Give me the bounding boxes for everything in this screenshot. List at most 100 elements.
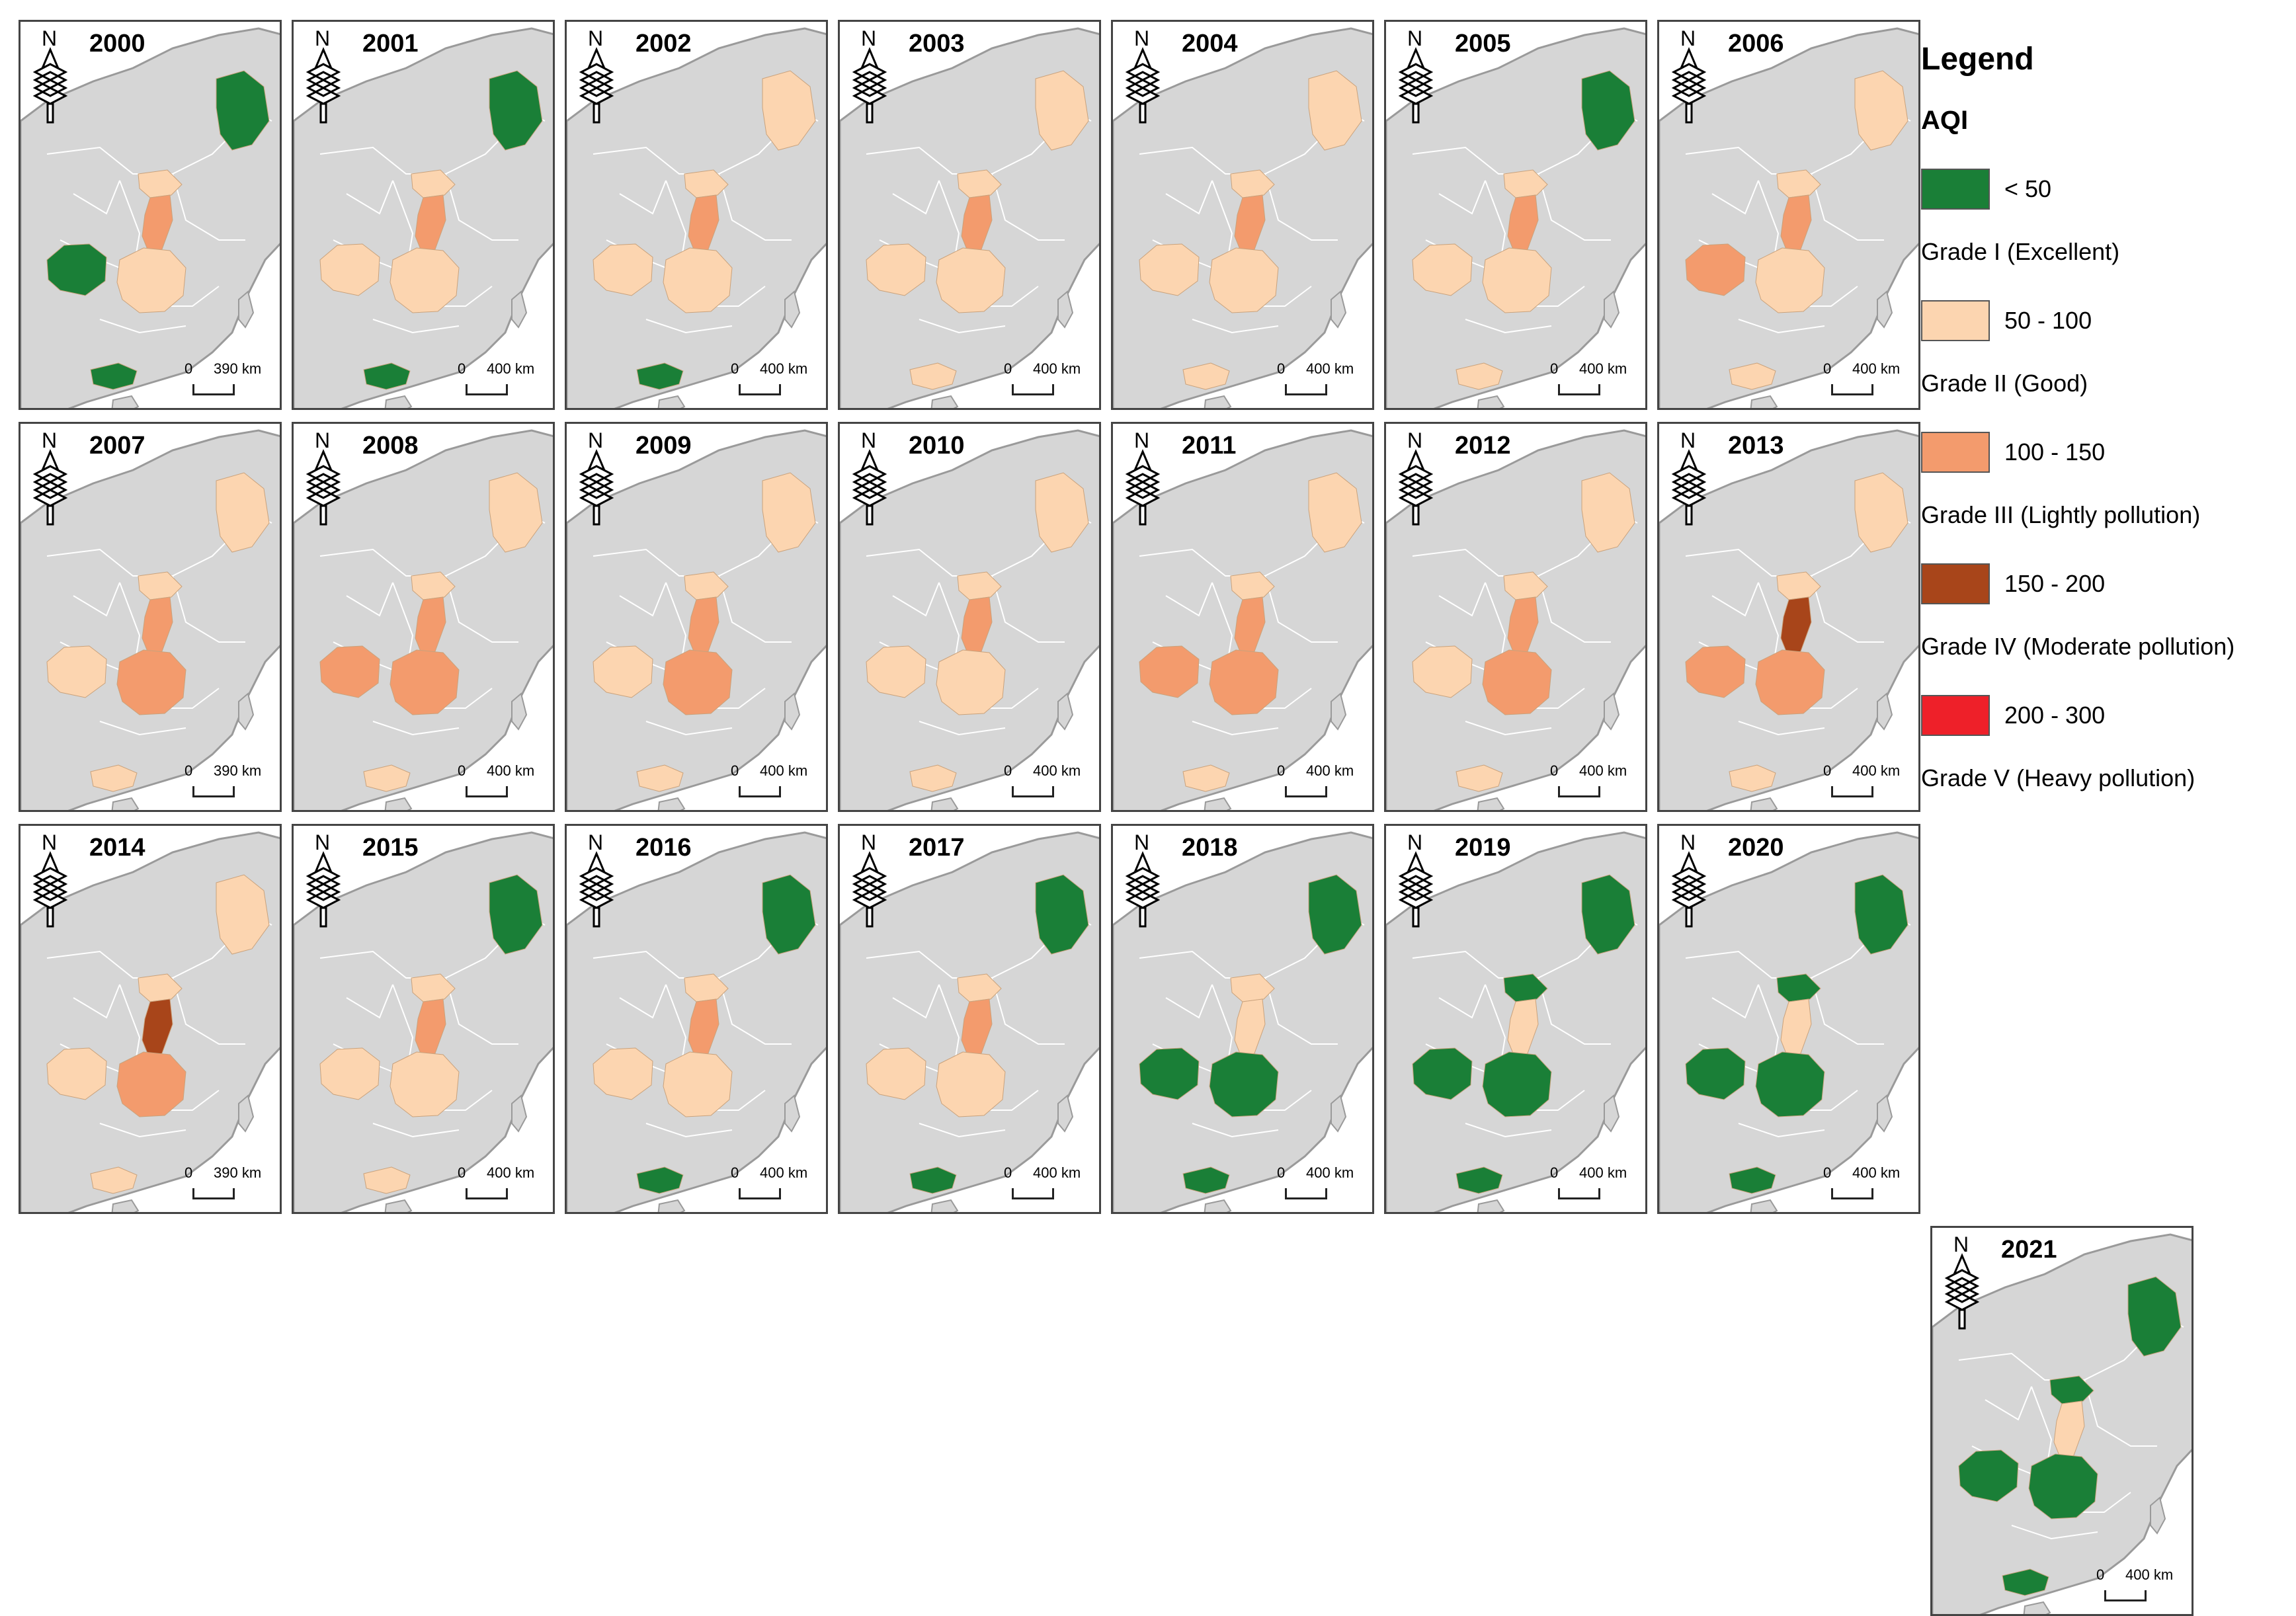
urban-cluster-region: [909, 362, 957, 390]
urban-cluster-region: [593, 1047, 653, 1100]
island: [2150, 1496, 2166, 1535]
urban-cluster-region: [90, 764, 138, 792]
province-border: [346, 984, 393, 1019]
north-label: N: [588, 26, 603, 50]
scale-bar-line: [1558, 1188, 1600, 1199]
north-label: N: [315, 26, 330, 50]
urban-cluster-region: [684, 973, 729, 1002]
north-label: N: [1134, 26, 1149, 50]
urban-cluster-region: [866, 645, 926, 698]
scale-distance: 400 km: [1579, 762, 1627, 779]
north-label: N: [861, 428, 876, 452]
urban-cluster-region: [1729, 764, 1776, 792]
urban-cluster-region: [390, 649, 460, 715]
urban-cluster-region: [762, 472, 816, 553]
province-border: [1538, 173, 1611, 241]
north-arrow-icon: N: [28, 830, 72, 929]
year-label: 2011: [1182, 432, 1237, 460]
north-arrow-icon: N: [1394, 830, 1438, 929]
north-label: N: [1407, 428, 1422, 452]
province-border: [172, 173, 245, 241]
urban-cluster-region: [593, 243, 653, 296]
scale-bar-line: [1285, 384, 1327, 395]
scale-bar-line: [739, 786, 781, 797]
province-border: [1438, 984, 1486, 1019]
province-border: [1165, 984, 1213, 1019]
urban-cluster-region: [116, 247, 186, 313]
urban-cluster-region: [1035, 874, 1089, 955]
scale-bar: 0 400 km: [2096, 1565, 2192, 1605]
scale-bar-line: [1012, 384, 1054, 395]
island: [111, 395, 140, 408]
scale-bar-line: [1831, 384, 1873, 395]
urban-cluster-region: [1308, 472, 1362, 553]
scale-bar-line: [466, 1188, 508, 1199]
urban-cluster-region: [390, 1051, 460, 1117]
island: [1477, 395, 1505, 408]
scale-distance: 400 km: [760, 1164, 808, 1181]
north-arrow-icon: N: [302, 428, 345, 527]
urban-cluster-region: [866, 1047, 926, 1100]
scale-bar: 0 400 km: [1004, 359, 1099, 399]
scale-zero: 0: [184, 360, 193, 377]
map-panel: N 2000 0 390 km: [19, 20, 282, 410]
island: [1877, 1094, 1893, 1133]
province-border: [1711, 984, 1759, 1019]
urban-cluster-region: [319, 243, 380, 296]
island: [657, 1199, 686, 1212]
urban-cluster-region: [216, 70, 270, 151]
map-grid: N 2000 0 390 km N 2001 0 400 km N 2002 0 400 km N 200…: [19, 20, 2194, 1616]
scale-zero: 0: [1823, 762, 1832, 779]
scale-bar-line: [192, 1188, 235, 1199]
north-label: N: [1134, 428, 1149, 452]
island: [1877, 290, 1893, 329]
province-border: [1192, 319, 1279, 334]
urban-cluster-region: [411, 169, 456, 198]
urban-cluster-region: [1581, 874, 1635, 955]
scale-distance: 390 km: [214, 1164, 262, 1181]
scale-zero: 0: [2096, 1566, 2105, 1583]
province-border: [645, 319, 733, 334]
map-panel: N 2009 0 400 km: [565, 422, 828, 812]
scale-distance: 400 km: [2125, 1566, 2174, 1583]
north-arrow-icon: N: [1394, 428, 1438, 527]
urban-cluster-region: [636, 1166, 684, 1194]
urban-cluster-region: [1209, 247, 1279, 313]
scale-distance: 400 km: [1579, 1164, 1627, 1181]
china-map: [1386, 429, 1645, 810]
island: [784, 692, 801, 731]
province-border: [1465, 1123, 1552, 1138]
province-border: [372, 721, 460, 736]
scale-bar: 0 400 km: [1823, 359, 1918, 399]
scale-bar: 0 400 km: [458, 1163, 553, 1203]
scale-zero: 0: [458, 1164, 466, 1181]
north-arrow-icon: N: [848, 428, 891, 527]
urban-cluster-region: [1503, 973, 1548, 1002]
island: [930, 395, 959, 408]
urban-cluster-region: [138, 169, 183, 198]
scale-zero: 0: [184, 762, 193, 779]
china-map: [294, 27, 553, 408]
scale-distance: 400 km: [487, 1164, 535, 1181]
north-label: N: [1407, 26, 1422, 50]
province-border: [99, 1123, 186, 1138]
label-grade-1: Grade I (Excellent): [1921, 238, 2120, 265]
scale-bar-line: [192, 384, 235, 395]
province-border: [645, 721, 733, 736]
province-border: [346, 180, 393, 215]
island: [784, 1094, 801, 1133]
province-border: [1811, 575, 1884, 643]
north-label: N: [42, 428, 57, 452]
scale-bar-line: [1558, 786, 1600, 797]
swatch-grade-2: [1921, 300, 1990, 341]
urban-cluster-region: [1139, 243, 1200, 296]
province-border: [1538, 575, 1611, 643]
urban-cluster-region: [957, 169, 1002, 198]
urban-cluster-region: [1482, 247, 1552, 313]
province-border: [919, 1123, 1006, 1138]
province-border: [1264, 173, 1338, 241]
island: [511, 692, 528, 731]
urban-cluster-region: [1230, 169, 1275, 198]
province-border: [445, 977, 518, 1045]
province-border: [892, 984, 940, 1019]
